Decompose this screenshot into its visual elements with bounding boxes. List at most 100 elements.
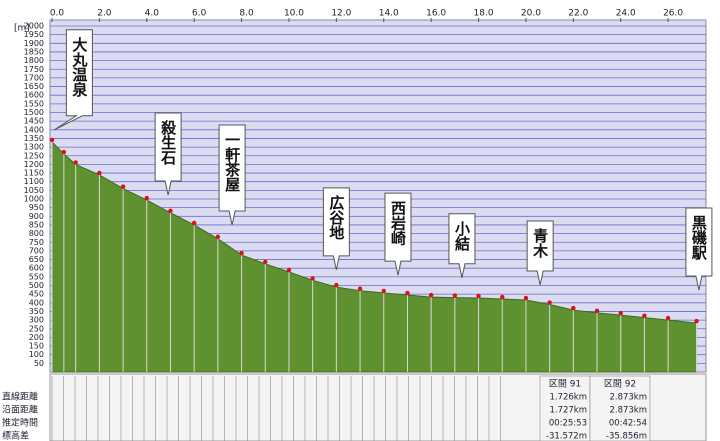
y-tick-label: 350 xyxy=(29,307,44,316)
cell: -31.572m xyxy=(546,432,587,441)
y-unit: [m] xyxy=(14,24,30,34)
y-tick-label: 150 xyxy=(29,342,44,351)
waypoint xyxy=(215,234,221,239)
waypoint xyxy=(144,195,149,201)
y-tick-label: 300 xyxy=(29,316,44,325)
waypoint xyxy=(357,286,363,291)
waypoint xyxy=(286,267,292,273)
waypoint xyxy=(476,293,481,299)
y-tick-label: 1600 xyxy=(24,91,44,100)
row-label: 標高差 xyxy=(2,430,29,441)
callout-box xyxy=(526,220,554,286)
y-tick-label: 650 xyxy=(29,255,44,264)
y-tick-label: 500 xyxy=(29,281,44,290)
y-tick-label: 900 xyxy=(29,212,44,221)
waypoint xyxy=(665,315,671,321)
y-tick-label: 1900 xyxy=(24,39,44,48)
x-tick-label: 24.0 xyxy=(616,9,636,19)
y-tick-label: 1550 xyxy=(24,99,44,108)
waypoint xyxy=(500,294,505,300)
y-tick-label: 1250 xyxy=(24,151,44,160)
waypoint xyxy=(191,220,197,226)
callout-label: 青木 xyxy=(531,227,549,259)
waypoint xyxy=(381,288,386,294)
callout-label: 広谷地 xyxy=(327,194,345,240)
x-tick-label: 6.0 xyxy=(192,9,207,19)
x-tick-label: 26.0 xyxy=(663,9,683,19)
y-tick-label: 200 xyxy=(29,333,44,342)
waypoint xyxy=(310,276,315,281)
plot xyxy=(49,137,699,373)
callout-box xyxy=(54,29,93,131)
cell: 2.873km xyxy=(609,406,647,416)
y-tick-label: 1400 xyxy=(24,125,44,134)
y-tick-label: 600 xyxy=(29,264,44,273)
cell: 1.726km xyxy=(549,393,587,403)
waypoint xyxy=(618,310,623,316)
x-tick-label: 14.0 xyxy=(379,9,399,19)
row-label: 推定時間 xyxy=(2,417,38,429)
y-tick-label: 1200 xyxy=(24,160,44,169)
callout-box xyxy=(685,207,713,291)
waypoint xyxy=(120,184,126,189)
cell: 00:25:53 xyxy=(549,419,587,429)
x-tick-label: 18.0 xyxy=(474,9,494,19)
waypoint xyxy=(594,308,600,314)
waypoint xyxy=(428,292,434,298)
y-tick-label: 1100 xyxy=(24,177,44,186)
waypoint xyxy=(523,295,529,301)
x-tick-label: 22.0 xyxy=(568,9,588,19)
waypoint xyxy=(452,293,458,298)
callout-label: 殺生石 xyxy=(159,119,177,166)
waypoint xyxy=(334,282,339,288)
waypoint xyxy=(97,170,102,176)
row-label: 直線距離 xyxy=(2,391,38,403)
cell: 00:42:54 xyxy=(609,419,647,429)
column-cell xyxy=(539,375,591,441)
column-cell xyxy=(589,375,651,441)
cell: 1.727km xyxy=(549,406,587,416)
y-tick-label: 1750 xyxy=(24,65,44,74)
x-tick-label: 4.0 xyxy=(145,9,160,19)
y-tick-label: 1950 xyxy=(24,30,44,39)
y-tick-label: 550 xyxy=(29,272,44,281)
y-tick-label: 1450 xyxy=(24,117,44,126)
x-tick-label: 0.0 xyxy=(50,9,65,19)
waypoint xyxy=(239,250,244,256)
waypoint xyxy=(61,149,67,155)
x-tick-label: 2.0 xyxy=(97,9,112,19)
x-tick-label: 20.0 xyxy=(521,9,541,19)
waypoint xyxy=(642,313,647,318)
callout-box xyxy=(448,213,476,278)
waypoint xyxy=(73,160,78,165)
y-tick-label: 700 xyxy=(29,246,44,255)
y-tick-label: 100 xyxy=(29,350,44,359)
waypoint xyxy=(263,259,268,265)
row-label: 沿面距離 xyxy=(2,404,38,416)
callout-box xyxy=(322,187,350,271)
y-tick-label: 1000 xyxy=(24,195,44,204)
y-tick-label: 1850 xyxy=(24,47,44,56)
callout-label: 一軒茶屋 xyxy=(223,132,241,193)
waypoint xyxy=(694,318,699,324)
y-tick-label: 1650 xyxy=(24,82,44,91)
column-header: 区間 92 xyxy=(604,379,636,390)
callout-box xyxy=(218,124,246,226)
y-tick-label: 850 xyxy=(29,220,44,229)
x-tick-label: 12.0 xyxy=(331,9,351,19)
waypoint xyxy=(547,300,552,305)
column-header: 区間 91 xyxy=(549,379,581,390)
y-tick-label: 750 xyxy=(29,238,44,247)
y-tick-label: 1050 xyxy=(24,186,44,195)
waypoint xyxy=(168,208,173,214)
y-tick-label: 1800 xyxy=(24,56,44,65)
callout-label: 小結 xyxy=(453,221,471,252)
y-tick-label: 1500 xyxy=(24,108,44,117)
x-tick-label: 10.0 xyxy=(284,9,304,19)
y-tick-label: 250 xyxy=(29,324,44,333)
x-tick-label: 8.0 xyxy=(239,9,254,19)
callout-label: 黒磯駅 xyxy=(690,215,708,261)
callout-box xyxy=(384,192,412,276)
